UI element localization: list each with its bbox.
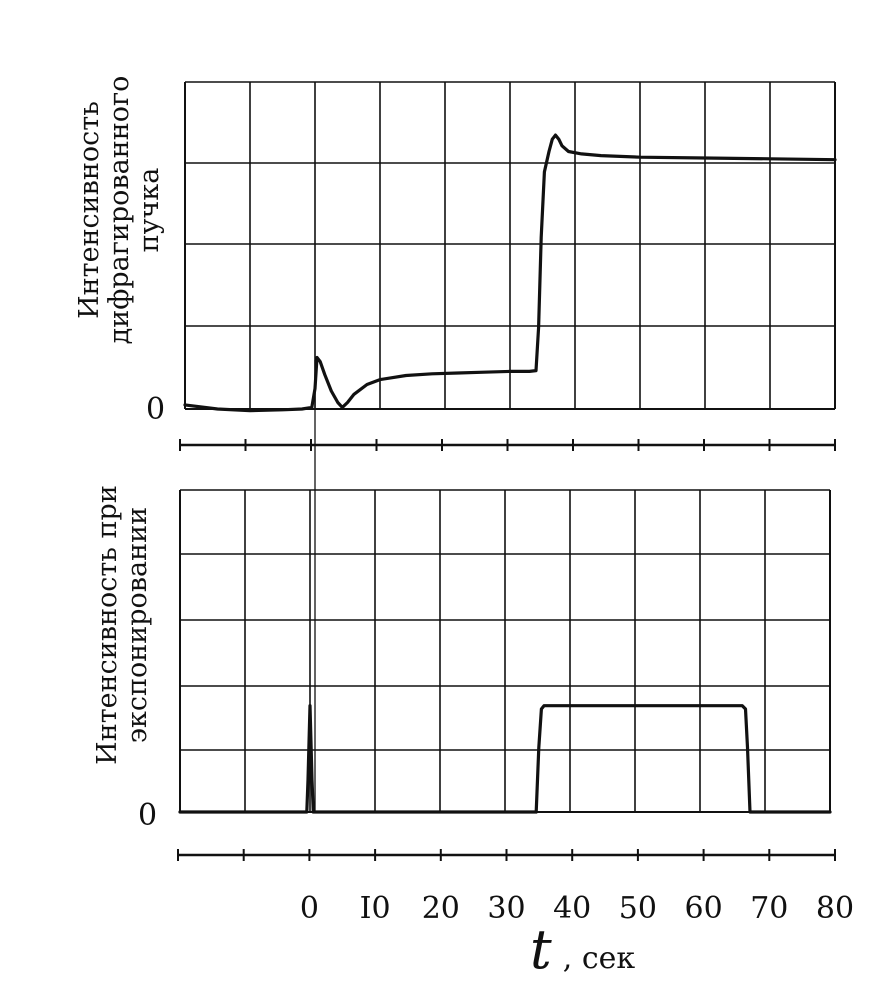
- top-intensity-curve: [183, 133, 837, 413]
- top-y-label-line-2: дифрагированного: [104, 75, 135, 345]
- x-tick-label: 40: [553, 891, 591, 926]
- x-tick-label: 80: [816, 891, 854, 926]
- x-tick-label: 60: [685, 891, 723, 926]
- x-axis-symbol: t: [530, 918, 552, 981]
- x-axis-title: t , сек: [530, 918, 635, 981]
- top-plot-curve-group: [183, 133, 837, 413]
- bottom-y-axis-label: Интенсивность при экспонировании: [92, 475, 153, 775]
- bottom-zero-label: 0: [138, 798, 158, 833]
- bottom-plot-curve-group: [178, 704, 832, 814]
- top-zero-label: 0: [146, 392, 166, 427]
- x-tick-label: 50: [619, 891, 657, 926]
- x-tick-label: 0: [300, 891, 319, 926]
- bottom-time-axis: [177, 849, 836, 861]
- x-tick-label: 20: [422, 891, 460, 926]
- bottom-intensity-curve: [178, 704, 832, 814]
- bottom-y-label-line-1: Интенсивность при: [92, 485, 123, 765]
- top-plot-grid: [184, 81, 836, 410]
- x-tick-labels: 0 I0 20 30 40 50 60 70 80: [300, 891, 854, 926]
- bottom-y-label-line-2: экспонировании: [122, 506, 153, 744]
- top-plot-time-axis: [179, 439, 836, 451]
- x-axis-unit: , сек: [562, 941, 636, 976]
- top-y-axis-label: Интенсивность дифрагированного пучка: [74, 60, 165, 360]
- top-y-label-line-1: Интенсивность: [74, 101, 105, 319]
- x-tick-label: 30: [487, 891, 525, 926]
- bottom-plot-grid: [179, 489, 831, 813]
- top-y-label-line-3: пучка: [134, 167, 165, 253]
- x-tick-label: I0: [360, 891, 391, 926]
- x-tick-label: 70: [750, 891, 788, 926]
